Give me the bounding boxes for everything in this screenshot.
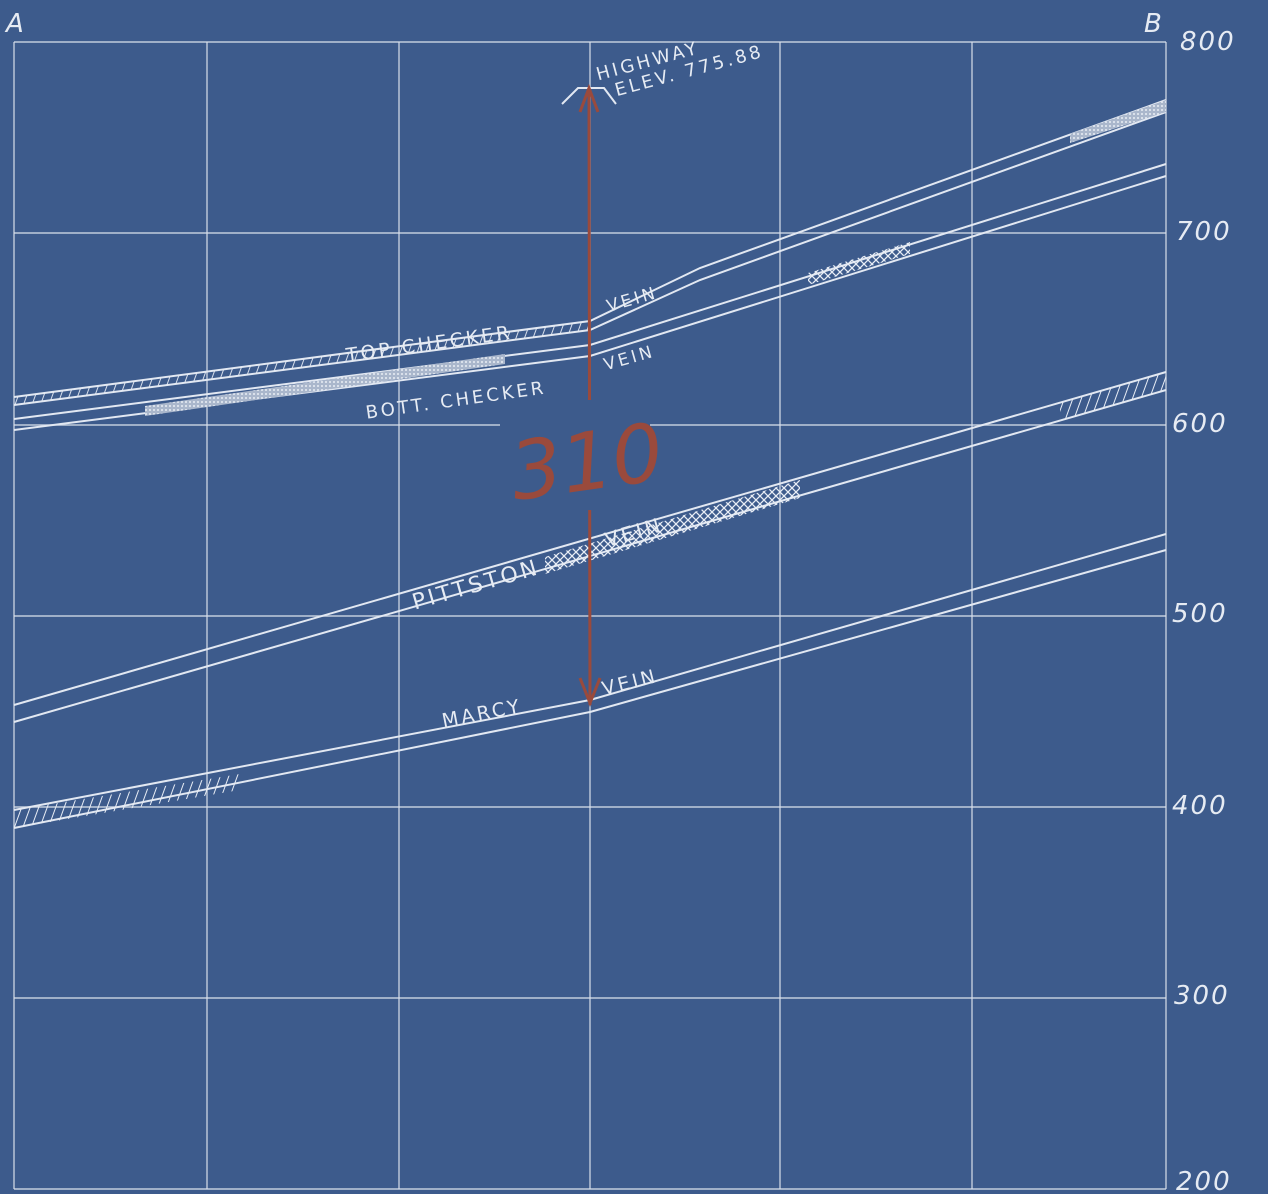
vein-suffix: VEIN — [602, 342, 658, 376]
elevation-label: 500 — [1172, 599, 1228, 629]
highway-marker — [561, 87, 617, 105]
elevation-label: 400 — [1172, 791, 1228, 821]
elevation-axis: 800 700 600 500 400 300 200 — [1172, 27, 1236, 1194]
interval-value: 310 — [505, 406, 669, 519]
bott-checker-suffix: VEIN — [602, 342, 658, 376]
end-label-a: A — [4, 9, 24, 39]
marcy-label: MARCY — [440, 695, 524, 732]
top-checker-vein — [13, 99, 1167, 406]
elevation-label: 300 — [1174, 981, 1230, 1011]
pittston-label: PITTSTON — [410, 555, 543, 615]
elevation-label: 600 — [1172, 409, 1228, 439]
vein-name: MARCY — [440, 695, 524, 732]
elevation-label: 200 — [1176, 1167, 1232, 1194]
elevation-label: 800 — [1180, 27, 1236, 57]
end-label-b: B — [1144, 9, 1162, 39]
highway-label: HIGHWAY ELEV. 775.88 — [594, 38, 766, 101]
vein-name: PITTSTON — [410, 555, 543, 615]
interval-arrow — [500, 83, 650, 708]
elevation-label: 700 — [1176, 217, 1232, 247]
